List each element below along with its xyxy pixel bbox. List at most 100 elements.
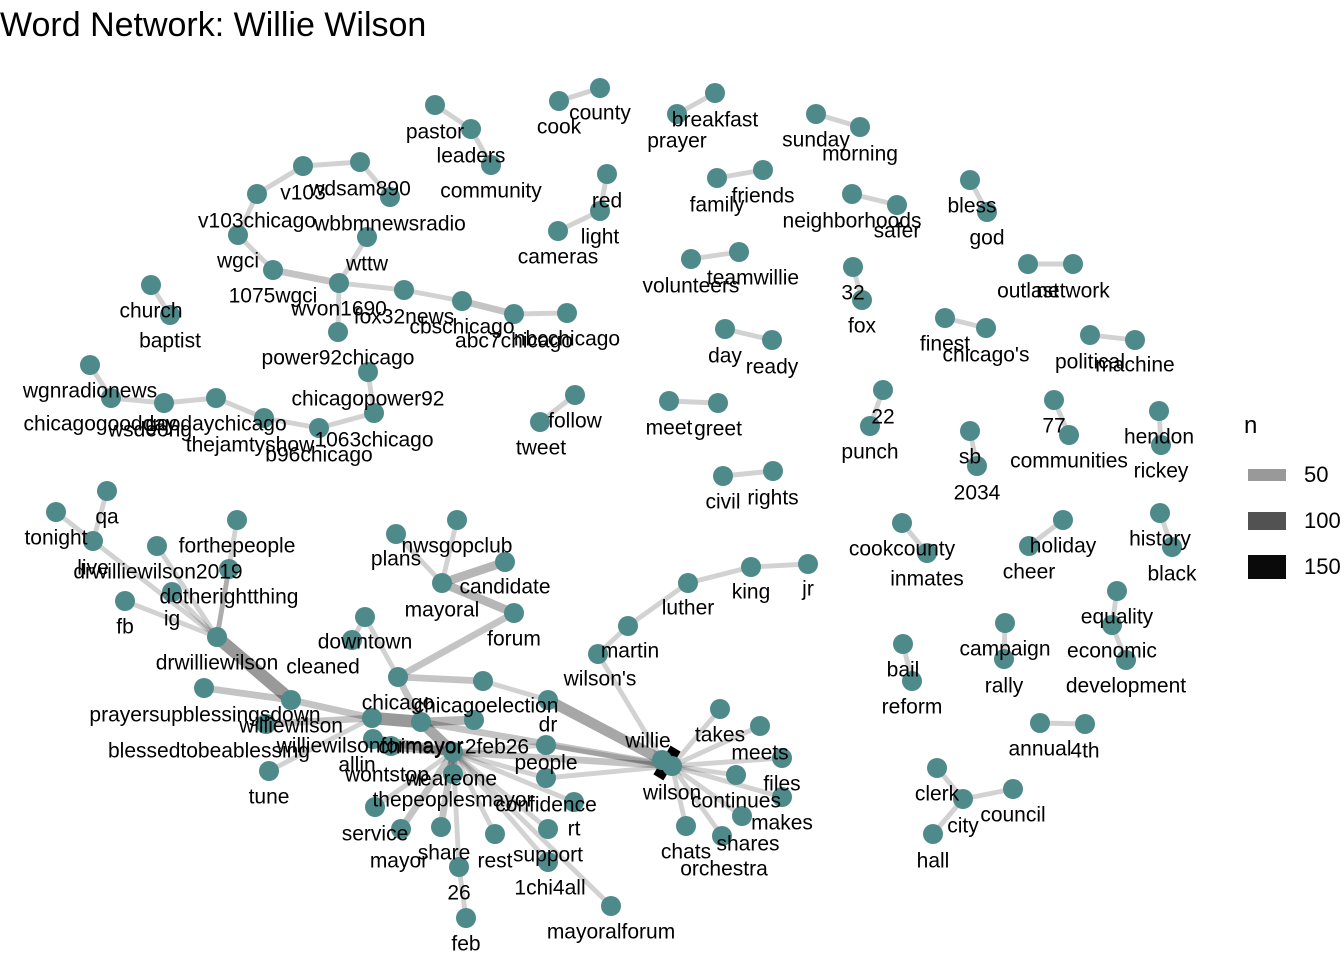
node-drwilliewilson [207,627,227,647]
edge-williewilson-drwilliewilson [212,632,296,705]
node-label-baptist: baptist [139,330,201,353]
node-label-rally: rally [985,675,1024,698]
node-safer [887,195,907,215]
edge-chicago-downtown [362,615,401,679]
node-sunday [806,104,826,124]
node-label-outlast: outlast [997,280,1059,303]
node-candidate [495,552,515,572]
node-label-equality: equality [1081,606,1154,629]
node-punch [860,416,880,436]
node-n77 [1044,390,1064,410]
node-label-wttw: wttw [345,253,389,276]
node-mayoralforum [601,896,621,916]
node-council [1003,779,1023,799]
node-rest [485,824,505,844]
node-ready [762,330,782,350]
node-label-wontstop: wontstop [344,764,429,787]
node-label-continues: continues [691,790,781,813]
edge-luther-king [687,564,752,586]
node-breakfast [705,83,725,103]
node-label-safer: safer [874,220,921,243]
node-chimayor [411,712,431,732]
edge-chicagoelection-dr [482,678,549,703]
node-label-rt: rt [568,818,581,841]
node-label-share: share [418,842,471,865]
node-label-morning: morning [822,143,898,166]
node-label-n4th: 4th [1070,740,1099,763]
node-jr [798,554,818,574]
node-label-ready: ready [746,356,799,379]
node-bail [893,634,913,654]
legend-entry: 50 [1240,460,1344,490]
node-label-machine: machine [1095,354,1174,377]
edge-forum-mayoral [440,578,516,618]
edge-wilson-meets [670,723,762,769]
node-mayor [391,819,411,839]
node-label-prayer: prayer [647,130,707,153]
edge-drwilliewilson-fb [124,598,218,640]
node-label-meet: meet [646,417,693,440]
node-wdsam890 [350,152,370,172]
node-support [538,819,558,839]
node-label-bless: bless [947,195,996,218]
node-n32 [843,257,863,277]
edge-weareone-wontstop [390,741,454,757]
node-label-economic: economic [1067,640,1157,663]
node-day [715,319,735,339]
node-label-reform: reform [882,696,943,719]
node-wgci [228,225,248,245]
node-label-n1075wgci: 1075wgci [229,285,318,308]
node-tonight [46,502,66,522]
node-baptist [160,305,180,325]
node-cheer [1019,536,1039,556]
node-label-inmates: inmates [890,568,964,591]
edge-weareone-chi4all [451,750,550,864]
node-label-qa: qa [95,506,119,529]
edge-wilson-people [545,742,673,769]
node-label-black: black [1147,563,1197,586]
node-chicagoelection [473,671,493,691]
legend-entry: 150 [1240,552,1344,582]
node-mayoral [432,573,452,593]
node-fb [115,591,135,611]
node-label-live: live [77,557,109,580]
node-label-confidence: confidence [495,794,597,817]
node-label-wbbmnewsradio: wbbmnewsradio [313,213,466,236]
node-abc7chicago [504,304,524,324]
node-n4th [1075,714,1095,734]
node-label-church: church [119,300,182,323]
node-chats [676,816,696,836]
node-n1075wgci [263,260,283,280]
node-thepeoplesmayor [443,764,463,784]
node-light [590,201,610,221]
node-forum [504,603,524,623]
node-annual [1030,713,1050,733]
node-greet [708,393,728,413]
node-williewilsonformayor [362,708,382,728]
node-label-forthepeople: forthepeople [179,535,296,558]
node-tweet [530,412,550,432]
node-cleaned [342,630,362,650]
node-label-makes: makes [751,812,813,835]
node-label-communities: communities [1010,450,1128,473]
node-v103 [293,156,313,176]
node-label-follow: follow [548,410,603,433]
edge-weareone-mayor [398,750,456,831]
node-church [141,275,161,295]
node-label-downtown: downtown [318,631,413,654]
node-prayersupblessingsdown [194,678,214,698]
edge-chicago-forum [396,610,516,680]
node-campaign [995,613,1015,633]
node-wvon1690 [329,273,349,293]
edge-wilson-shares [670,764,744,818]
node-wgnradionews [80,355,100,375]
edge-n1075wgci-wvon1690 [272,266,340,287]
edge-drwilliewilson-drwilliewilson2019 [154,544,220,639]
node-label-thepeoplesmayor: thepeoplesmayor [372,789,533,812]
node-chicagopower92 [358,362,378,382]
node-label-breakfast: breakfast [672,109,759,132]
node-label-tune: tune [249,786,290,809]
node-feb26 [464,710,484,730]
node-label-pastor: pastor [406,121,464,144]
node-label-n26: 26 [447,882,470,905]
